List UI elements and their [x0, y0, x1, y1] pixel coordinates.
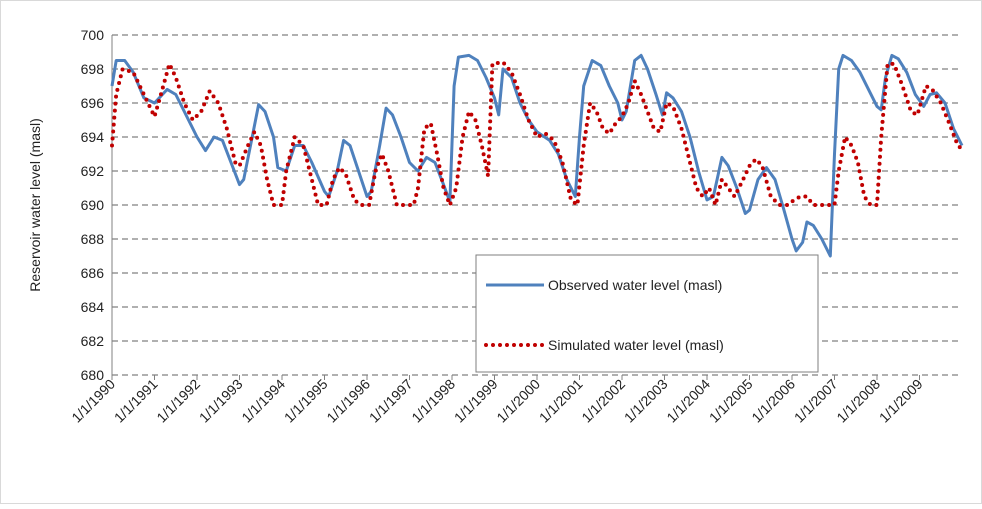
legend: Observed water level (masl) Simulated wat… [475, 254, 819, 373]
y-tick-label: 686 [81, 265, 105, 281]
y-tick-label: 690 [81, 197, 105, 213]
y-tick-label: 698 [81, 61, 105, 77]
y-tick-label: 684 [81, 299, 105, 315]
y-tick-label: 694 [81, 129, 105, 145]
y-tick-label: 682 [81, 333, 105, 349]
legend-box [475, 254, 819, 373]
data-line [110, 53, 964, 258]
legend-label: Observed water level (masl) [548, 277, 722, 293]
legend-label: Simulated water level (masl) [548, 337, 724, 353]
data-line [110, 58, 964, 212]
y-tick-label: 700 [81, 27, 105, 43]
y-tick-label: 688 [81, 231, 105, 247]
y-tick-label: 696 [81, 95, 105, 111]
y-tick-label: 680 [81, 367, 105, 383]
y-axis-title: Reservoir water level (masl) [27, 118, 43, 291]
y-tick-label: 692 [81, 163, 105, 179]
